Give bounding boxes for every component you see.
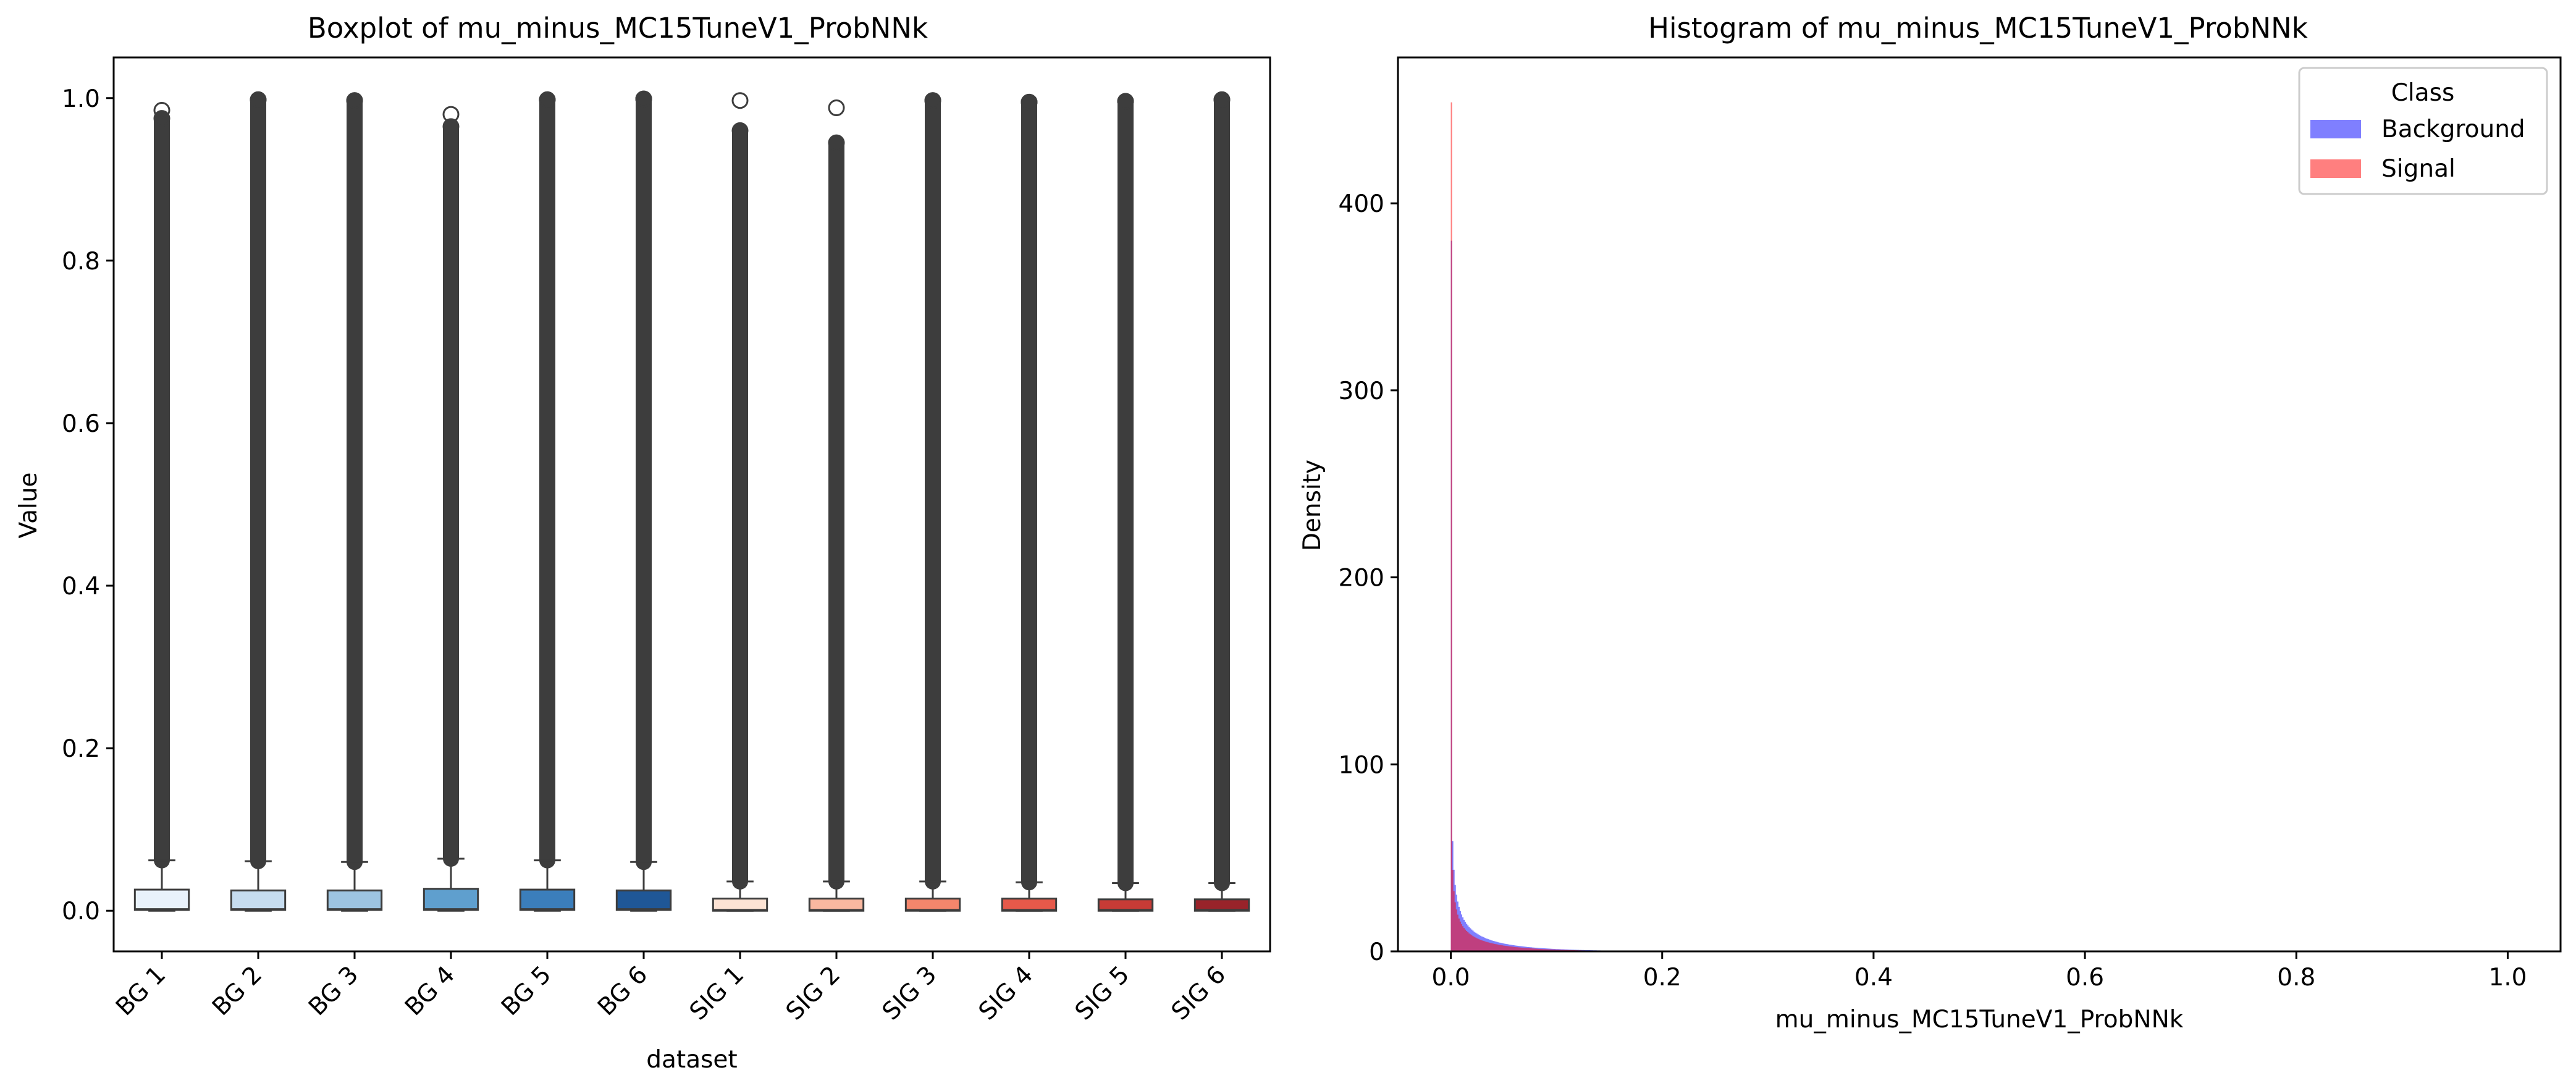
histogram-title: Histogram of mu_minus_MC15TuneV1_ProbNNk <box>1648 12 2308 44</box>
histogram-area <box>1450 102 1768 952</box>
legend-swatch-signal <box>2310 159 2361 178</box>
x-tick-label: 0.4 <box>1854 964 1893 992</box>
box-4 <box>423 106 479 912</box>
box-body <box>615 889 672 911</box>
histogram-marks <box>1450 102 1768 952</box>
y-tick-label: 0.4 <box>62 573 100 600</box>
y-tick-label: 400 <box>1339 190 1384 218</box>
outlier-point <box>1213 91 1231 108</box>
outlier-point <box>635 90 652 107</box>
boxplot-y-axis: 0.0 0.2 0.4 0.6 0.8 1.0 <box>62 85 114 925</box>
series-signal <box>1450 102 1768 952</box>
y-tick-label: 100 <box>1339 751 1384 779</box>
outlier-point <box>250 91 267 108</box>
box-3 <box>326 92 383 912</box>
outlier-point <box>828 99 845 117</box>
box-body <box>326 889 383 911</box>
outlier-point <box>1117 93 1134 110</box>
y-tick-label: 1.0 <box>62 85 100 113</box>
box-body <box>808 897 865 912</box>
box-10 <box>1001 93 1058 912</box>
legend-label-signal: Signal <box>2381 155 2456 183</box>
x-tick-label: SIG 3 <box>877 961 942 1026</box>
y-tick-label: 300 <box>1339 377 1384 405</box>
box-body <box>133 888 190 911</box>
y-tick-label: 0.6 <box>62 410 100 438</box>
x-tick-label: BG 3 <box>303 961 364 1021</box>
x-tick-label: BG 2 <box>207 961 267 1021</box>
legend-frame <box>2298 67 2548 195</box>
outlier-point <box>731 92 749 109</box>
x-tick-label: 0.8 <box>2277 964 2315 992</box>
x-tick-label: 0.0 <box>1432 964 1470 992</box>
y-tick-label: 0 <box>1369 938 1384 966</box>
x-tick-label: SIG 1 <box>684 961 749 1026</box>
boxplot-panel: Boxplot of mu_minus_MC15TuneV1_ProbNNk 0… <box>15 12 1271 1074</box>
x-tick-label: 0.2 <box>1643 964 1682 992</box>
outlier-point <box>924 92 941 109</box>
outlier-point <box>153 102 170 119</box>
box-body <box>712 897 768 912</box>
boxplot-axes-frame <box>112 56 1271 953</box>
x-tick-label: BG 5 <box>496 961 557 1021</box>
box-body <box>230 889 287 911</box>
outlier-point <box>828 134 845 151</box>
histogram-y-axis: 0 100 200 300 400 <box>1339 190 1398 966</box>
outlier-point <box>153 110 170 127</box>
outlier-point <box>1021 93 1038 111</box>
x-tick-label: BG 1 <box>111 961 171 1021</box>
box-8 <box>808 99 865 912</box>
outlier-point <box>539 91 556 108</box>
histogram-axes-frame <box>1397 56 2562 953</box>
y-tick-label: 0.8 <box>62 248 100 276</box>
box-9 <box>904 92 961 912</box>
x-tick-label: 1.0 <box>2488 964 2527 992</box>
box-6 <box>615 90 672 912</box>
box-body <box>423 888 479 911</box>
y-tick-label: 0.0 <box>62 898 100 925</box>
y-tick-label: 200 <box>1339 565 1384 592</box>
series-background <box>1450 240 1768 951</box>
box-12 <box>1193 91 1250 912</box>
x-tick-label: SIG 2 <box>781 961 846 1026</box>
outlier-point <box>442 118 460 135</box>
legend-swatch-background <box>2310 120 2361 138</box>
histogram-x-axis: 0.0 0.2 0.4 0.6 0.8 1.0 <box>1432 951 2527 992</box>
outlier-point <box>731 122 749 139</box>
boxplot-title: Boxplot of mu_minus_MC15TuneV1_ProbNNk <box>308 12 928 44</box>
histogram-y-label: Density <box>1299 460 1326 551</box>
box-body <box>1001 897 1058 912</box>
box-7 <box>712 92 768 912</box>
legend-title: Class <box>2391 79 2455 107</box>
histogram-x-label: mu_minus_MC15TuneV1_ProbNNk <box>1775 1006 2184 1034</box>
x-tick-label: BG 6 <box>592 961 653 1021</box>
box-body <box>904 897 961 912</box>
histogram-panel: Histogram of mu_minus_MC15TuneV1_ProbNNk… <box>1299 12 2562 1034</box>
x-tick-label: BG 4 <box>400 961 460 1021</box>
outlier-point <box>346 92 363 109</box>
x-tick-label: SIG 5 <box>1070 961 1135 1026</box>
box-body <box>519 888 576 911</box>
boxplot-y-label: Value <box>15 472 43 538</box>
legend-label-background: Background <box>2381 116 2525 143</box>
boxplot-x-label: dataset <box>646 1046 737 1074</box>
boxplot-marks <box>133 90 1250 912</box>
box-1 <box>133 102 190 912</box>
box-2 <box>230 91 287 912</box>
x-tick-label: SIG 4 <box>974 961 1038 1026</box>
box-11 <box>1097 93 1154 912</box>
x-tick-label: 0.6 <box>2066 964 2104 992</box>
boxplot-x-axis: BG 1 BG 2 BG 3 BG 4 BG 5 BG 6 SIG 1 SIG 2 SIG 3 S… <box>111 951 1231 1026</box>
histogram-legend: Class Background Signal <box>2298 67 2548 195</box>
x-tick-label: SIG 6 <box>1166 961 1231 1026</box>
outlier-point <box>442 106 460 123</box>
histogram-area <box>1450 240 1768 951</box>
y-tick-label: 0.2 <box>62 735 100 763</box>
box-5 <box>519 91 576 912</box>
